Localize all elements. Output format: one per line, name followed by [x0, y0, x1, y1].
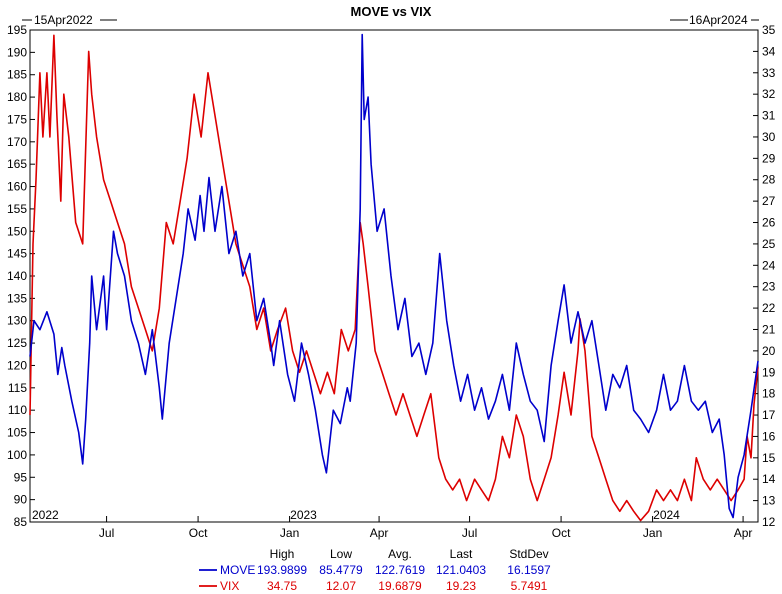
- right-axis-tick-label: 32: [762, 87, 776, 101]
- x-axis-tick-label: Jan: [643, 526, 662, 540]
- right-axis-tick-label: 14: [762, 472, 776, 486]
- chart-title: MOVE vs VIX: [351, 4, 432, 19]
- x-axis-year-label: 2024: [653, 508, 680, 522]
- left-axis-tick-label: 105: [7, 426, 27, 440]
- stats-value: 34.75: [267, 579, 297, 593]
- left-axis-tick-label: 130: [7, 314, 27, 328]
- left-axis-tick-label: 170: [7, 135, 27, 149]
- stats-header: Last: [450, 547, 473, 561]
- x-axis-year-label: 2022: [32, 508, 59, 522]
- left-axis-tick-label: 165: [7, 157, 27, 171]
- left-axis-tick-label: 180: [7, 90, 27, 104]
- right-axis-tick-label: 29: [762, 151, 776, 165]
- right-axis-tick-label: 24: [762, 258, 776, 272]
- right-axis-tick-label: 30: [762, 130, 776, 144]
- right-axis-tick-label: 33: [762, 66, 776, 80]
- right-axis-tick-label: 12: [762, 515, 776, 529]
- right-axis-tick-label: 18: [762, 387, 776, 401]
- stats-series-name: VIX: [220, 579, 239, 593]
- start-date-label: 15Apr2022: [34, 13, 93, 27]
- left-axis-tick-label: 150: [7, 224, 27, 238]
- left-axis-tick-label: 155: [7, 202, 27, 216]
- plot-frame: [29, 29, 759, 523]
- stats-series-name: MOVE: [220, 563, 255, 577]
- right-axis-tick-label: 35: [762, 23, 776, 37]
- x-axis-tick-label: Jan: [280, 526, 299, 540]
- right-axis-tick-label: 34: [762, 44, 776, 58]
- left-axis-tick-label: 110: [8, 403, 27, 417]
- stats-value: 5.7491: [511, 579, 548, 593]
- series-line-vix: [29, 34, 759, 522]
- right-axis-tick-label: 28: [762, 173, 776, 187]
- left-axis-tick-label: 90: [14, 493, 28, 507]
- stats-value: 122.7619: [375, 563, 425, 577]
- right-axis-tick-label: 13: [762, 494, 776, 508]
- right-axis-tick-label: 31: [762, 109, 776, 123]
- left-axis-tick-label: 160: [7, 180, 27, 194]
- left-axis-tick-label: 195: [7, 23, 27, 37]
- left-axis-tick-label: 190: [7, 45, 27, 59]
- x-axis-tick-label: Apr: [370, 526, 389, 540]
- left-axis-tick-label: 100: [7, 448, 27, 462]
- left-axis-tick-label: 140: [7, 269, 27, 283]
- right-axis-tick-label: 20: [762, 344, 776, 358]
- left-axis-tick-label: 175: [7, 112, 27, 126]
- x-axis-tick-label: Jul: [99, 526, 114, 540]
- right-axis-tick-label: 21: [762, 322, 776, 336]
- left-axis-tick-label: 135: [7, 291, 27, 305]
- stats-value: 12.07: [326, 579, 356, 593]
- left-axis-tick-label: 145: [7, 247, 27, 261]
- left-axis: 85 90 95 100 105 110 115 120 125 130 135 140 145 150 1…: [7, 23, 35, 529]
- left-axis-tick-label: 125: [7, 336, 27, 350]
- x-axis-tick-label: Oct: [189, 526, 208, 540]
- right-axis: 12 13 14 15 16 17 18 19 20 21 22 23 24 25 26 27 28 29 30 31…: [753, 23, 776, 529]
- x-axis: 2022 Jul Oct Jan 2023 Apr Jul Oct Jan 2024 Apr: [32, 508, 752, 540]
- left-axis-tick-label: 185: [7, 68, 27, 82]
- series-layer: [29, 33, 759, 522]
- left-axis-tick-label: 85: [14, 515, 28, 529]
- x-axis-year-label: 2023: [290, 508, 317, 522]
- stats-table: High Low Avg. Last StdDev MOVE 193.9899 85.4779…: [199, 547, 551, 593]
- x-axis-tick-label: Jul: [462, 526, 477, 540]
- stats-header: Avg.: [388, 547, 412, 561]
- stats-header: StdDev: [509, 547, 548, 561]
- stats-header: High: [270, 547, 295, 561]
- right-axis-tick-label: 15: [762, 451, 776, 465]
- stats-value: 85.4779: [319, 563, 363, 577]
- x-axis-tick-label: Oct: [552, 526, 571, 540]
- stats-value: 19.23: [446, 579, 476, 593]
- stats-value: 193.9899: [257, 563, 307, 577]
- right-axis-tick-label: 27: [762, 194, 776, 208]
- stats-value: 19.6879: [378, 579, 422, 593]
- left-axis-tick-label: 115: [8, 381, 27, 395]
- stats-value: 16.1597: [507, 563, 551, 577]
- right-axis-tick-label: 23: [762, 280, 776, 294]
- right-axis-tick-label: 25: [762, 237, 776, 251]
- right-axis-tick-label: 19: [762, 365, 776, 379]
- series-line-move: [29, 33, 759, 519]
- right-axis-tick-label: 26: [762, 216, 776, 230]
- right-axis-tick-label: 16: [762, 429, 776, 443]
- x-axis-tick-label: Apr: [734, 526, 753, 540]
- end-date-label: 16Apr2024: [689, 13, 748, 27]
- stats-value: 121.0403: [436, 563, 486, 577]
- right-axis-tick-label: 17: [762, 408, 776, 422]
- right-axis-tick-label: 22: [762, 301, 776, 315]
- left-axis-tick-label: 95: [14, 470, 28, 484]
- left-axis-tick-label: 120: [7, 358, 27, 372]
- stats-header: Low: [330, 547, 352, 561]
